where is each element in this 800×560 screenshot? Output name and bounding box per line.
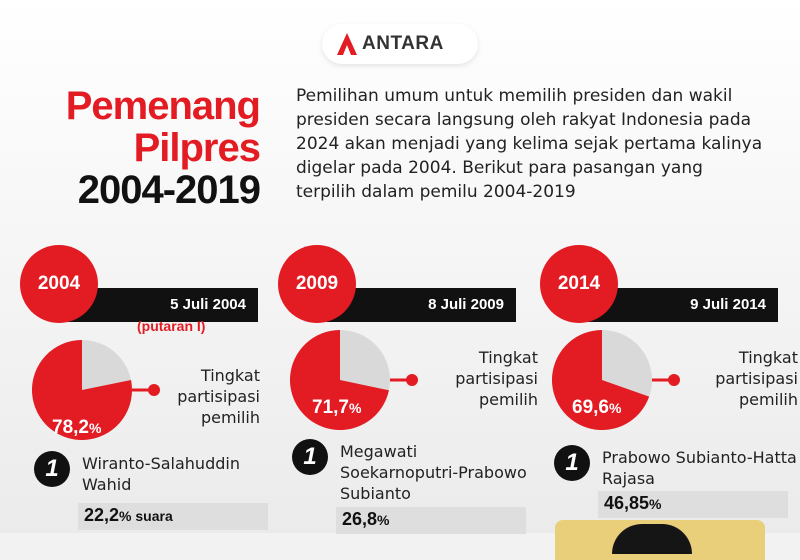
election-date: 5 Juli 2004: [68, 288, 258, 322]
election-2004: 5 Juli 2004 2004 (putaran I) 78,2% Tingk…: [20, 245, 280, 533]
year-badge: 2014: [540, 245, 618, 323]
winner-name: Prabowo Subianto-Hatta Rajasa: [602, 448, 797, 488]
winner-name: Megawati Soekarnoputri-Prabowo Subianto: [340, 442, 527, 503]
antara-logo-icon: [337, 33, 357, 55]
election-date: 8 Juli 2009: [326, 288, 516, 322]
pie-slice-participation: [32, 340, 132, 440]
result-text: 26,8%: [342, 509, 390, 530]
rank-badge: 1: [292, 439, 328, 475]
election-date: 9 Juli 2014: [588, 288, 778, 322]
percent-sign: %: [608, 400, 622, 416]
result-suffix: %: [377, 512, 390, 528]
participation-value: 78,2: [52, 417, 89, 438]
percent-sign: %: [348, 400, 362, 416]
rank-badge: 1: [554, 445, 590, 481]
result-box: 22,2% suara: [78, 503, 268, 530]
participation-value: 69,6: [572, 397, 609, 418]
title-line-1: Pemenang: [65, 84, 261, 128]
result-box: 26,8%: [336, 507, 526, 534]
pie-connector-dot: [406, 374, 418, 386]
participation-label: 78,2%: [52, 417, 101, 439]
title-line-2: Pilpres: [133, 126, 261, 170]
participation-caption: Tingkat partisipasi pemilih: [177, 366, 260, 427]
participation-label: 71,7%: [312, 397, 361, 419]
result-text: 46,85%: [604, 493, 662, 514]
antara-logo: ANTARA: [322, 24, 478, 64]
result-value: 22,2: [84, 505, 120, 525]
result-value: 26,8: [342, 509, 378, 529]
result-text: 22,2% suara: [84, 505, 173, 526]
result-suffix: %: [649, 496, 662, 512]
pie-connector-dot: [668, 374, 680, 386]
participation-caption: Tingkat partisipasi pemilih: [715, 348, 798, 409]
result-box: 46,85%: [598, 491, 788, 518]
election-2009: 8 Juli 2009 2009 71,7% Tingkat partisipa…: [278, 245, 538, 534]
brand-name: ANTARA: [362, 33, 444, 54]
background: [0, 0, 800, 533]
title-line-3: 2004-2019: [77, 168, 261, 212]
rank-badge: 1: [34, 451, 70, 487]
pie-slice-participation: [552, 330, 650, 430]
percent-sign: %: [88, 420, 102, 436]
year-badge: 2004: [20, 245, 98, 323]
participation-pie: [552, 330, 680, 430]
pie-slice-participation: [290, 330, 389, 430]
year-badge: 2009: [278, 245, 356, 323]
election-2014: 9 Juli 2014 2014 69,6% Tingkat partisipa…: [540, 245, 800, 533]
round-note: (putaran I): [137, 318, 206, 334]
result-value: 46,85: [604, 493, 650, 513]
participation-pie: [32, 340, 160, 440]
result-suffix: % suara: [119, 508, 173, 524]
intro-paragraph: Pemilihan umum untuk memilih presiden da…: [296, 86, 763, 202]
participation-caption: Tingkat partisipasi pemilih: [455, 348, 538, 409]
winner-name: Wiranto-Salahuddin Wahid: [82, 454, 240, 494]
participation-pie: [290, 330, 418, 430]
participation-value: 71,7: [312, 397, 349, 418]
participation-label: 69,6%: [572, 397, 621, 419]
pie-connector-dot: [148, 384, 160, 396]
